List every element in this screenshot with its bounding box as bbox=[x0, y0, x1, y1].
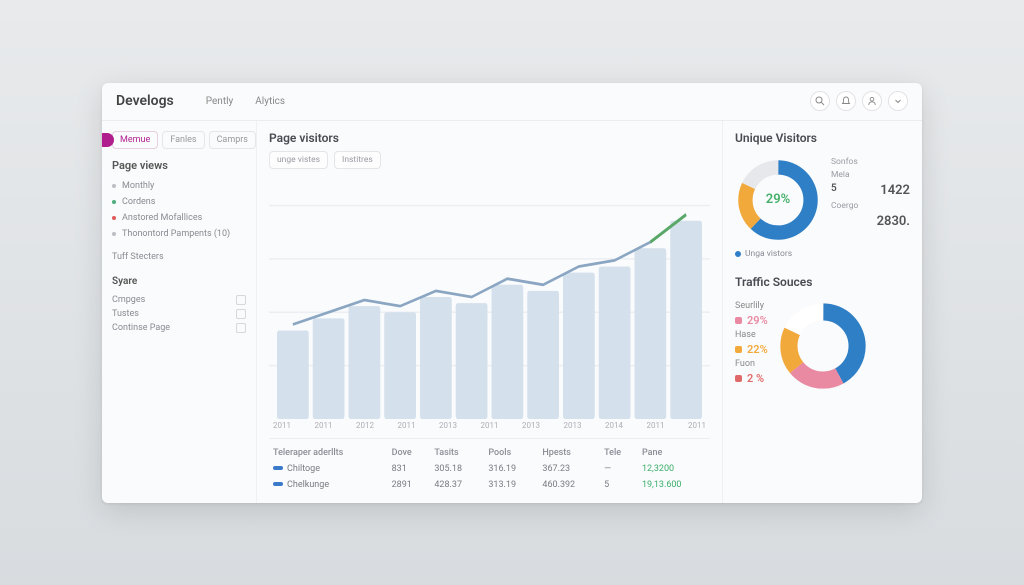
donut-svg bbox=[778, 301, 868, 391]
table-header: Dove bbox=[388, 445, 431, 461]
chip-0[interactable]: unge vistes bbox=[269, 151, 328, 169]
stat-label: Coergo bbox=[831, 201, 858, 211]
main: Memue Fanles Camprs Page views Monthly C… bbox=[102, 121, 922, 503]
unique-kpi: 29% Sonfos Mela 5 1422 Coergo 2830. bbox=[735, 157, 910, 243]
chip-1[interactable]: Institres bbox=[334, 151, 381, 169]
kpi-stats: Sonfos Mela 5 1422 Coergo 2830. bbox=[831, 157, 910, 243]
legend-dot bbox=[735, 251, 741, 257]
traffic-legend-item: Fuon bbox=[735, 359, 768, 369]
unique-legend: Unga vistors bbox=[735, 249, 910, 259]
center-column: Page visitors unge vistes Institres 2011… bbox=[257, 121, 722, 503]
table-card: Teleraper aderlltsDoveTasitsPoolsHpestsT… bbox=[269, 438, 710, 493]
table-head: Teleraper aderlltsDoveTasitsPoolsHpestsT… bbox=[269, 445, 710, 461]
donut-value: 29% bbox=[735, 157, 821, 243]
side-item[interactable]: Continse Page bbox=[112, 321, 246, 335]
subtab-1[interactable]: Fanles bbox=[162, 131, 204, 149]
side-item-label: Cmpges bbox=[112, 295, 145, 305]
traffic-legend-item: Hase bbox=[735, 330, 768, 340]
page-visitors-chart bbox=[269, 175, 710, 419]
stat-label: 5 bbox=[831, 183, 837, 198]
subtab-0[interactable]: Memue bbox=[112, 131, 158, 149]
subtab-2[interactable]: Camprs bbox=[209, 131, 256, 149]
traffic-legend-item: Seurlily bbox=[735, 301, 768, 311]
table-header: Teleraper aderllts bbox=[269, 445, 388, 461]
table-header: Tele bbox=[600, 445, 638, 461]
table-header: Tasits bbox=[430, 445, 484, 461]
side-item-label: Continse Page bbox=[112, 323, 170, 333]
side-title-2-label: Tuff Stecters bbox=[112, 252, 164, 262]
side-item[interactable]: Cordens bbox=[112, 194, 246, 210]
table-header: Pane bbox=[638, 445, 710, 461]
side-title-3: Syare bbox=[112, 276, 246, 287]
top-tab-0[interactable]: Pently bbox=[198, 92, 242, 111]
sidebar: Memue Fanles Camprs Page views Monthly C… bbox=[102, 121, 257, 503]
accent-pill bbox=[102, 133, 114, 147]
header-tools bbox=[810, 91, 908, 111]
header: Develogs Pently Alytics bbox=[102, 83, 922, 121]
chart-title: Page visitors bbox=[269, 131, 710, 145]
right-column: Unique Visitors 29% Sonfos Mela 5 1422 Co… bbox=[722, 121, 922, 503]
chart-svg bbox=[269, 175, 710, 419]
traffic-title: Traffic Souces bbox=[735, 275, 910, 289]
table-header: Hpests bbox=[538, 445, 600, 461]
unique-donut: 29% bbox=[735, 157, 821, 243]
chart-xaxis: 2011201120122011201320112013201320142011… bbox=[269, 419, 710, 430]
stat-label: Sonfos bbox=[831, 157, 858, 167]
more-icon[interactable] bbox=[888, 91, 908, 111]
checkbox-icon[interactable] bbox=[236, 323, 246, 333]
stat-label: Mela bbox=[831, 170, 850, 180]
top-nav: Pently Alytics bbox=[198, 92, 293, 111]
bell-icon[interactable] bbox=[836, 91, 856, 111]
side-title-2: Tuff Stecters bbox=[112, 250, 246, 264]
side-item[interactable]: Cmpges bbox=[112, 293, 246, 307]
metrics-table: Teleraper aderlltsDoveTasitsPoolsHpestsT… bbox=[269, 445, 710, 493]
side-list-1: Monthly Cordens Anstored Mofallices Thon… bbox=[112, 178, 246, 242]
user-icon[interactable] bbox=[862, 91, 882, 111]
sidebar-subtabs: Memue Fanles Camprs bbox=[112, 131, 246, 149]
traffic-kpi: Seurlily29%Hase22%Fuon2 % bbox=[735, 301, 910, 391]
brand: Develogs bbox=[116, 93, 174, 109]
unique-title: Unique Visitors bbox=[735, 131, 910, 145]
side-item-label: Tustes bbox=[112, 309, 139, 319]
traffic-donut bbox=[778, 301, 868, 391]
table-row[interactable]: Chiltoge831305.18316.19367.23—12,3200 bbox=[269, 461, 710, 477]
content: Page visitors unge vistes Institres 2011… bbox=[257, 121, 922, 503]
table-body: Chiltoge831305.18316.19367.23—12,3200Che… bbox=[269, 461, 710, 493]
chart-chips: unge vistes Institres bbox=[269, 151, 710, 169]
table-row[interactable]: Chelkunge2891428.37313.19460.392519,13.6… bbox=[269, 477, 710, 493]
top-tab-1[interactable]: Alytics bbox=[247, 92, 293, 111]
checkbox-icon[interactable] bbox=[236, 295, 246, 305]
legend-label: Unga vistors bbox=[745, 249, 792, 259]
search-icon[interactable] bbox=[810, 91, 830, 111]
traffic-legend: Seurlily29%Hase22%Fuon2 % bbox=[735, 301, 768, 391]
side-item[interactable]: Monthly bbox=[112, 178, 246, 194]
stat-value: 1422 bbox=[880, 183, 910, 198]
side-item[interactable]: Thonontord Pampents (10) bbox=[112, 226, 246, 242]
side-item[interactable]: Anstored Mofallices bbox=[112, 210, 246, 226]
stat-value: 2830. bbox=[877, 214, 910, 229]
table-header: Pools bbox=[484, 445, 538, 461]
side-item[interactable]: Tustes bbox=[112, 307, 246, 321]
dashboard-panel: Develogs Pently Alytics Memue Fanles Cam… bbox=[102, 83, 922, 503]
checkbox-icon[interactable] bbox=[236, 309, 246, 319]
side-title-pageviews: Page views bbox=[112, 159, 246, 172]
